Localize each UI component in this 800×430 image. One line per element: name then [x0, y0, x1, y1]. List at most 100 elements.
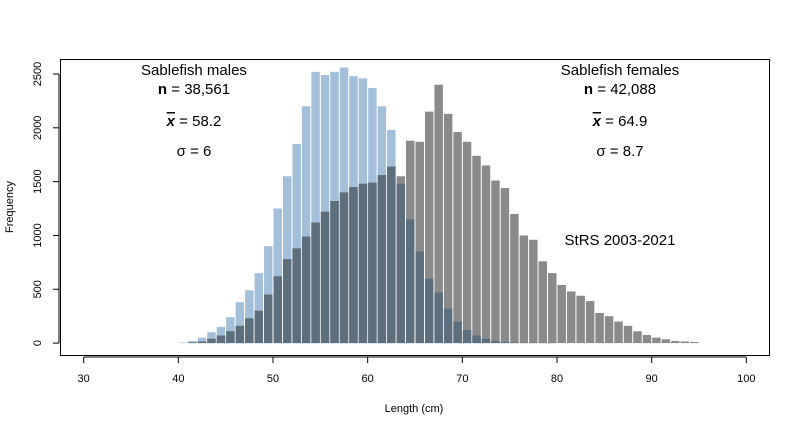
bar-female: [500, 188, 510, 344]
bar-female: [434, 84, 443, 344]
females-title: Sablefish females: [561, 62, 679, 79]
bar-overlap: [320, 211, 330, 344]
y-tick-label: 2000: [32, 116, 44, 140]
y-tick-label: 1500: [32, 169, 44, 193]
bar-female: [538, 261, 548, 344]
bar-female: [661, 339, 671, 344]
y-axis: 0 500 1000 1500 2000 2500: [32, 62, 60, 346]
x-tick-label: 40: [172, 373, 184, 385]
females-annotation: Sablefish females n = 42,088 x = 64.9 σ …: [561, 62, 679, 160]
bar-female: [510, 213, 519, 344]
bar-overlap: [245, 318, 254, 344]
bar-female: [633, 331, 642, 344]
bar-female: [424, 111, 434, 344]
bar-female: [519, 235, 529, 344]
bar-female: [585, 301, 595, 344]
bar-overlap: [472, 335, 481, 344]
bar-female: [529, 239, 538, 344]
x-tick-label: 80: [551, 373, 563, 385]
bar-female: [690, 342, 699, 344]
bar-overlap: [462, 330, 472, 344]
bar-overlap: [377, 175, 387, 344]
bar-male: [254, 273, 264, 344]
bar-female: [415, 141, 424, 344]
bar-male: [311, 71, 320, 344]
bar-male: [320, 75, 330, 344]
bar-female: [614, 321, 623, 344]
bar-overlap: [349, 187, 358, 344]
bar-female: [566, 291, 576, 344]
bar-overlap: [235, 325, 245, 344]
bar-female: [472, 155, 481, 344]
bar-overlap: [424, 278, 434, 344]
survey-label: StRS 2003-2021: [565, 232, 676, 249]
females-n-stat: n = 42,088: [584, 81, 656, 98]
bar-female: [443, 113, 453, 344]
bar-overlap: [292, 248, 301, 344]
bar-overlap: [273, 276, 282, 344]
y-axis-label: Frequency: [4, 181, 16, 233]
bar-overlap: [216, 335, 226, 344]
bar-overlap: [481, 338, 491, 344]
bar-overlap: [188, 342, 197, 344]
bar-male: [292, 143, 301, 344]
bar-overlap: [396, 183, 406, 344]
bar-overlap: [406, 219, 415, 344]
bar-female: [576, 295, 585, 344]
bar-male: [216, 326, 226, 344]
males-annotation: Sablefish males n = 38,561 x = 58.2 σ = …: [141, 62, 247, 160]
males-sd-stat: σ = 6: [177, 143, 212, 160]
bar-male: [226, 317, 235, 344]
bar-overlap: [368, 182, 377, 344]
bar-female: [491, 180, 500, 344]
males-title: Sablefish males: [141, 62, 247, 79]
bar-overlap: [491, 340, 500, 344]
bar-male: [178, 342, 188, 344]
bar-female: [642, 335, 652, 344]
bar-overlap: [301, 236, 311, 344]
y-tick-label: 2500: [32, 62, 44, 86]
x-tick-label: 100: [737, 373, 755, 385]
bar-male: [273, 208, 282, 344]
females-sd-stat: σ = 8.7: [596, 143, 643, 160]
bar-overlap: [226, 331, 235, 344]
bar-female: [462, 141, 472, 344]
bar-female: [557, 284, 566, 344]
males-n-stat: n = 38,561: [158, 81, 230, 98]
bar-overlap: [415, 251, 424, 344]
bar-overlap: [453, 321, 462, 344]
bar-overlap: [358, 183, 368, 344]
bar-female: [671, 340, 680, 344]
bar-female: [548, 273, 557, 344]
y-tick-label: 500: [32, 280, 44, 298]
bar-male: [301, 106, 311, 344]
males-mean-stat: x = 58.2: [166, 113, 222, 130]
bar-female: [680, 341, 690, 344]
x-tick-label: 60: [362, 373, 374, 385]
bar-female: [604, 316, 614, 344]
x-tick-label: 90: [646, 373, 658, 385]
bar-female: [453, 132, 462, 344]
females-mean-stat: x = 64.9: [592, 113, 648, 130]
bar-overlap: [282, 259, 292, 344]
bar-overlap: [443, 308, 453, 344]
y-tick-label: 1000: [32, 223, 44, 247]
bar-overlap: [311, 222, 320, 344]
x-tick-label: 70: [456, 373, 468, 385]
x-axis: 30 40 50 60 70 80 90 100: [78, 356, 756, 385]
bar-male: [207, 332, 216, 344]
bar-female: [623, 325, 633, 344]
bar-female: [481, 165, 491, 344]
x-tick-label: 50: [267, 373, 279, 385]
bar-female: [652, 337, 661, 344]
bar-female: [595, 312, 604, 344]
bar-overlap: [264, 294, 273, 344]
bar-male: [188, 340, 197, 344]
bar-overlap: [510, 342, 519, 344]
bar-overlap: [254, 310, 264, 344]
y-tick-label: 0: [32, 340, 44, 346]
bar-overlap: [330, 201, 339, 344]
bar-overlap: [387, 166, 396, 344]
x-axis-label: Length (cm): [385, 403, 444, 415]
